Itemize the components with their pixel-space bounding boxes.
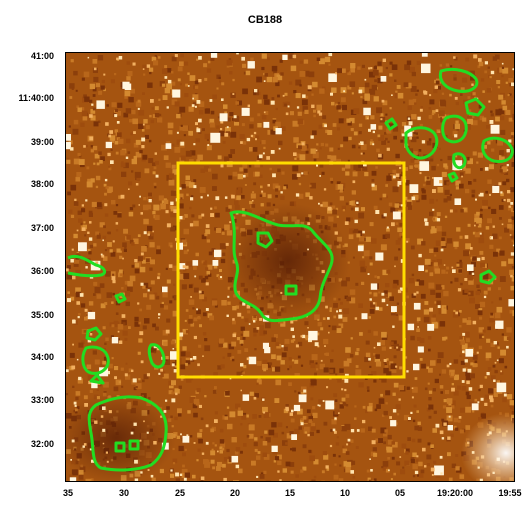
bright-star-corner (461, 413, 514, 481)
y-tick-label: 41:00 (30, 51, 54, 61)
contour-west-edge (67, 254, 107, 278)
y-tick-label: 36:00 (30, 266, 54, 276)
x-tick-label: 19:55 (498, 488, 522, 498)
contour-west-4 (89, 373, 105, 385)
x-tick-label: 19:20:00 (436, 488, 474, 498)
cloud-contour-southwest (87, 395, 168, 472)
x-tick-label: 35 (62, 488, 74, 498)
y-tick-label: 37:00 (30, 223, 54, 233)
contour-ne-3 (481, 136, 514, 163)
y-tick-label: 38:00 (30, 179, 54, 189)
cloud-contour-inner-1 (256, 231, 274, 249)
contour-ne-5 (464, 97, 486, 117)
contour-west-5 (114, 292, 127, 304)
sw-contour-inner-1 (114, 441, 126, 453)
contour-ne-2 (441, 114, 468, 144)
contour-ne-7 (452, 152, 467, 170)
sw-contour-inner-2 (128, 439, 140, 451)
cloud-contour-inner-2 (284, 284, 298, 296)
cloud-contour-main (229, 210, 334, 323)
contour-west-2 (147, 343, 166, 369)
x-tick-label: 20 (229, 488, 241, 498)
x-tick-label: 30 (118, 488, 130, 498)
field-box (176, 161, 406, 379)
contour-ne-4 (438, 67, 479, 93)
x-tick-label: 25 (174, 488, 186, 498)
y-tick-label: 32:00 (30, 439, 54, 449)
contours (67, 67, 514, 472)
contour-west-1 (81, 345, 110, 375)
y-tick-label: 33:00 (30, 395, 54, 405)
contour-ne-6 (384, 117, 398, 131)
sky-image-panel (65, 52, 515, 482)
plot-title: CB188 (247, 14, 283, 26)
contour-ne-1 (404, 126, 439, 160)
sky-image (66, 53, 514, 481)
x-tick-label: 10 (339, 488, 351, 498)
y-tick-label: 39:00 (30, 137, 54, 147)
y-tick-label: 35:00 (30, 310, 54, 320)
contour-ne-8 (447, 171, 459, 183)
x-tick-label: 05 (394, 488, 406, 498)
contour-west-3 (85, 326, 103, 342)
contour-east-1 (479, 269, 497, 285)
x-tick-label: 15 (284, 488, 296, 498)
y-tick-label: 34:00 (30, 352, 54, 362)
y-tick-label: 11:40:00 (18, 93, 54, 103)
